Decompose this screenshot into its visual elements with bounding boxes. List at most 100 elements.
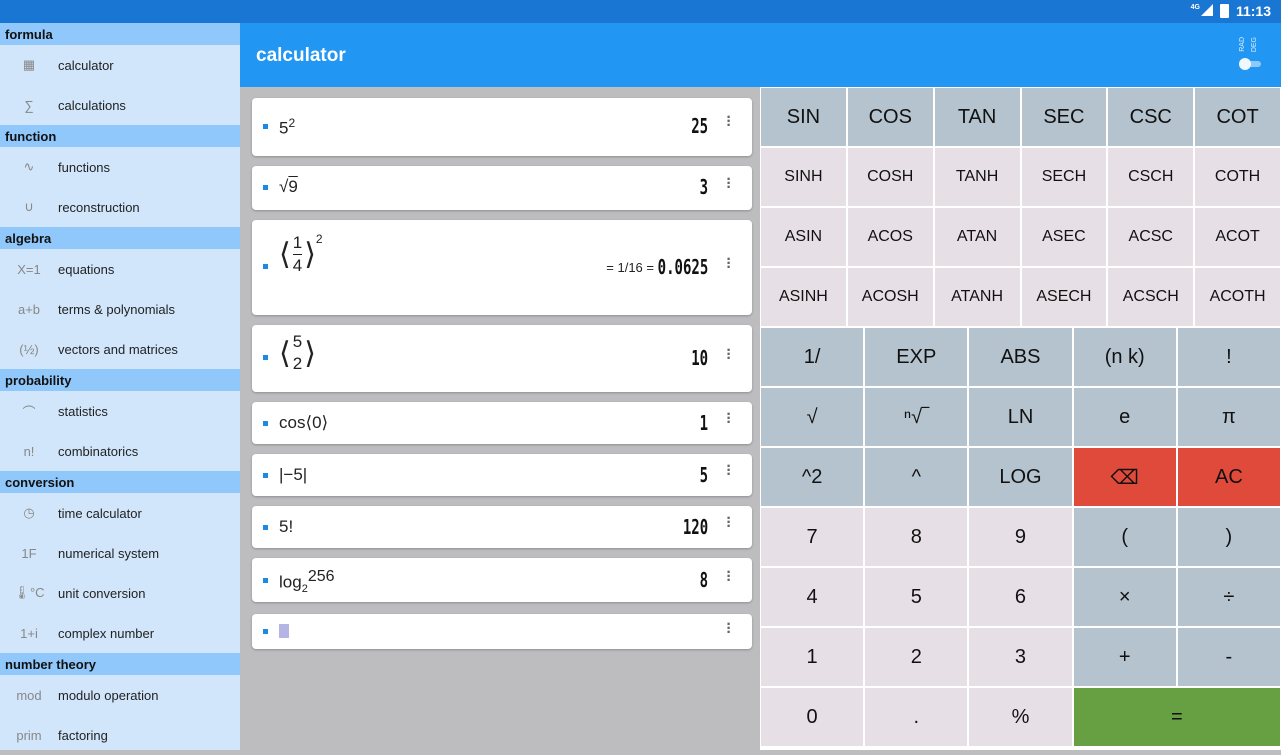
sidebar-item-terms-polynomials[interactable]: a+b terms & polynomials <box>0 289 240 329</box>
key-tanh[interactable]: TANH <box>934 148 1020 206</box>
key[interactable]: π <box>1177 388 1280 446</box>
history-entry[interactable]: cos⟨0⟩ 1 · · · <box>252 402 752 444</box>
key[interactable]: ! <box>1177 328 1280 386</box>
key-tan[interactable]: TAN <box>934 88 1020 146</box>
key-sech[interactable]: SECH <box>1021 148 1107 206</box>
key[interactable]: 0 <box>761 688 864 746</box>
sidebar-item-reconstruction[interactable]: ∪ reconstruction <box>0 187 240 227</box>
more-vert-icon[interactable]: · · · <box>726 510 732 535</box>
more-vert-icon[interactable]: · · · <box>726 564 732 589</box>
history-entry[interactable]: ⟨ 5 2 ⟩ 10 · · · <box>252 325 752 392</box>
history-entry[interactable]: 52 25 · · · <box>252 98 752 156</box>
more-vert-icon[interactable]: · · · <box>726 616 732 641</box>
history-entry[interactable]: 5! 120 · · · <box>252 506 752 548</box>
key-sec[interactable]: SEC <box>1021 88 1107 146</box>
key-sin[interactable]: SIN <box>761 88 846 146</box>
key-asin[interactable]: ASIN <box>761 208 846 266</box>
key[interactable]: % <box>969 688 1072 746</box>
key[interactable]: ⁿ√‾ <box>865 388 968 446</box>
key-acosh[interactable]: ACOSH <box>847 268 933 326</box>
sidebar-item-combinatorics[interactable]: n! combinatorics <box>0 431 240 471</box>
more-vert-icon[interactable]: · · · <box>726 342 732 367</box>
input-entry[interactable]: · · · <box>252 614 752 649</box>
key[interactable]: - <box>1177 628 1280 686</box>
key-asec[interactable]: ASEC <box>1021 208 1107 266</box>
key[interactable]: LOG <box>969 448 1072 506</box>
expression[interactable]: |−5| <box>279 465 308 484</box>
equals-key[interactable]: = <box>1073 688 1280 746</box>
key[interactable]: 9 <box>969 508 1072 566</box>
key[interactable]: ABS <box>969 328 1072 386</box>
expression[interactable]: 5! <box>279 517 294 536</box>
sidebar-item-equations[interactable]: X=1 equations <box>0 249 240 289</box>
key[interactable]: 7 <box>761 508 864 566</box>
clear-key[interactable]: AC <box>1177 448 1280 506</box>
key[interactable]: 1 <box>761 628 864 686</box>
key-acsch[interactable]: ACSCH <box>1108 268 1194 326</box>
key[interactable]: e <box>1073 388 1176 446</box>
rad-deg-toggle[interactable]: RAD DEG <box>1237 37 1267 77</box>
key[interactable]: 2 <box>865 628 968 686</box>
key-acot[interactable]: ACOT <box>1195 208 1280 266</box>
key[interactable]: 6 <box>969 568 1072 626</box>
expression[interactable]: cos⟨0⟩ <box>279 413 329 432</box>
more-vert-icon[interactable]: · · · <box>726 251 732 276</box>
history-entry[interactable]: log2256 8 · · · <box>252 558 752 602</box>
key-asech[interactable]: ASECH <box>1021 268 1107 326</box>
key[interactable]: √ <box>761 388 864 446</box>
key[interactable]: ( <box>1073 508 1176 566</box>
key[interactable]: 4 <box>761 568 864 626</box>
key[interactable]: ) <box>1177 508 1280 566</box>
more-vert-icon[interactable]: · · · <box>726 458 732 483</box>
key-acsc[interactable]: ACSC <box>1108 208 1194 266</box>
toggle-knob[interactable] <box>1239 58 1251 70</box>
key[interactable]: 1/ <box>761 328 864 386</box>
key-cos[interactable]: COS <box>847 88 933 146</box>
sidebar-item-vectors-and-matrices[interactable]: (½) vectors and matrices <box>0 329 240 369</box>
key-atanh[interactable]: ATANH <box>934 268 1020 326</box>
key-cot[interactable]: COT <box>1195 88 1280 146</box>
input-cursor[interactable] <box>279 624 289 638</box>
sidebar-item-numerical-system[interactable]: 1F numerical system <box>0 533 240 573</box>
expression[interactable]: ⟨ 5 2 ⟩ <box>279 332 316 373</box>
expression[interactable]: 52 <box>279 116 296 138</box>
key[interactable]: EXP <box>865 328 968 386</box>
key[interactable]: 5 <box>865 568 968 626</box>
sidebar-item-complex-number[interactable]: 1+i complex number <box>0 613 240 653</box>
sidebar-item-functions[interactable]: ∿ functions <box>0 147 240 187</box>
more-vert-icon[interactable]: · · · <box>726 406 732 431</box>
key-acoth[interactable]: ACOTH <box>1195 268 1280 326</box>
key-cosh[interactable]: COSH <box>847 148 933 206</box>
sidebar-item-factoring[interactable]: prim factoring <box>0 715 240 755</box>
more-vert-icon[interactable]: · · · <box>726 171 732 196</box>
more-vert-icon[interactable]: · · · <box>726 109 732 134</box>
key-csc[interactable]: CSC <box>1108 88 1194 146</box>
key-sinh[interactable]: SINH <box>761 148 846 206</box>
expression[interactable]: √9 <box>279 177 298 196</box>
expression[interactable]: log2256 <box>279 568 335 596</box>
key-coth[interactable]: COTH <box>1195 148 1280 206</box>
history-entry[interactable]: ⟨ 1 4 ⟩2 = 1/16 = 0.0625 · · · <box>252 220 752 315</box>
history-entry[interactable]: |−5| 5 · · · <box>252 454 752 496</box>
sidebar-item-time-calculator[interactable]: ◷ time calculator <box>0 493 240 533</box>
expression[interactable]: ⟨ 1 4 ⟩2 <box>279 232 323 275</box>
key[interactable]: × <box>1073 568 1176 626</box>
key-acos[interactable]: ACOS <box>847 208 933 266</box>
key[interactable]: 8 <box>865 508 968 566</box>
key[interactable]: ÷ <box>1177 568 1280 626</box>
key[interactable]: + <box>1073 628 1176 686</box>
key[interactable]: LN <box>969 388 1072 446</box>
sidebar-item-calculations[interactable]: ∑ calculations <box>0 85 240 125</box>
key-csch[interactable]: CSCH <box>1108 148 1194 206</box>
key[interactable]: 3 <box>969 628 1072 686</box>
key[interactable]: ^2 <box>761 448 864 506</box>
sidebar-item-statistics[interactable]: ⌒ statistics <box>0 391 240 431</box>
key[interactable]: . <box>865 688 968 746</box>
sidebar-item-calculator[interactable]: ▦ calculator <box>0 45 240 85</box>
sidebar-item-unit-conversion[interactable]: 🌡°C unit conversion <box>0 573 240 613</box>
history-entry[interactable]: √9 3 · · · <box>252 166 752 210</box>
backspace-icon[interactable]: ⌫ <box>1073 448 1176 506</box>
sidebar-item-modulo-operation[interactable]: mod modulo operation <box>0 675 240 715</box>
key-asinh[interactable]: ASINH <box>761 268 846 326</box>
key[interactable]: (n k) <box>1073 328 1176 386</box>
